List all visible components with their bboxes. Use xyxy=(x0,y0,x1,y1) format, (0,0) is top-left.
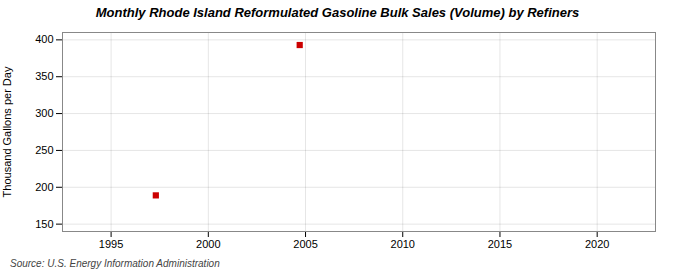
svg-text:350: 350 xyxy=(35,70,53,82)
svg-text:300: 300 xyxy=(35,107,53,119)
svg-text:2020: 2020 xyxy=(585,238,609,250)
html-text:Monthly Rhode Island Reformula: Monthly Rhode Island Reformulated Gasoli… xyxy=(95,5,580,20)
svg-text:1995: 1995 xyxy=(99,238,123,250)
svg-text:150: 150 xyxy=(35,218,53,230)
svg-text:200: 200 xyxy=(35,181,53,193)
svg-text:400: 400 xyxy=(35,33,53,45)
svg-text:2015: 2015 xyxy=(488,238,512,250)
svg-text:2000: 2000 xyxy=(196,238,220,250)
svg-text:2005: 2005 xyxy=(293,238,317,250)
svg-text:Thousand Gallons per Day: Thousand Gallons per Day xyxy=(1,66,13,197)
svg-text:2010: 2010 xyxy=(391,238,415,250)
svg-text:250: 250 xyxy=(35,144,53,156)
html-text:Source: U.S. Energy Informatio: Source: U.S. Energy Information Administ… xyxy=(10,258,220,269)
